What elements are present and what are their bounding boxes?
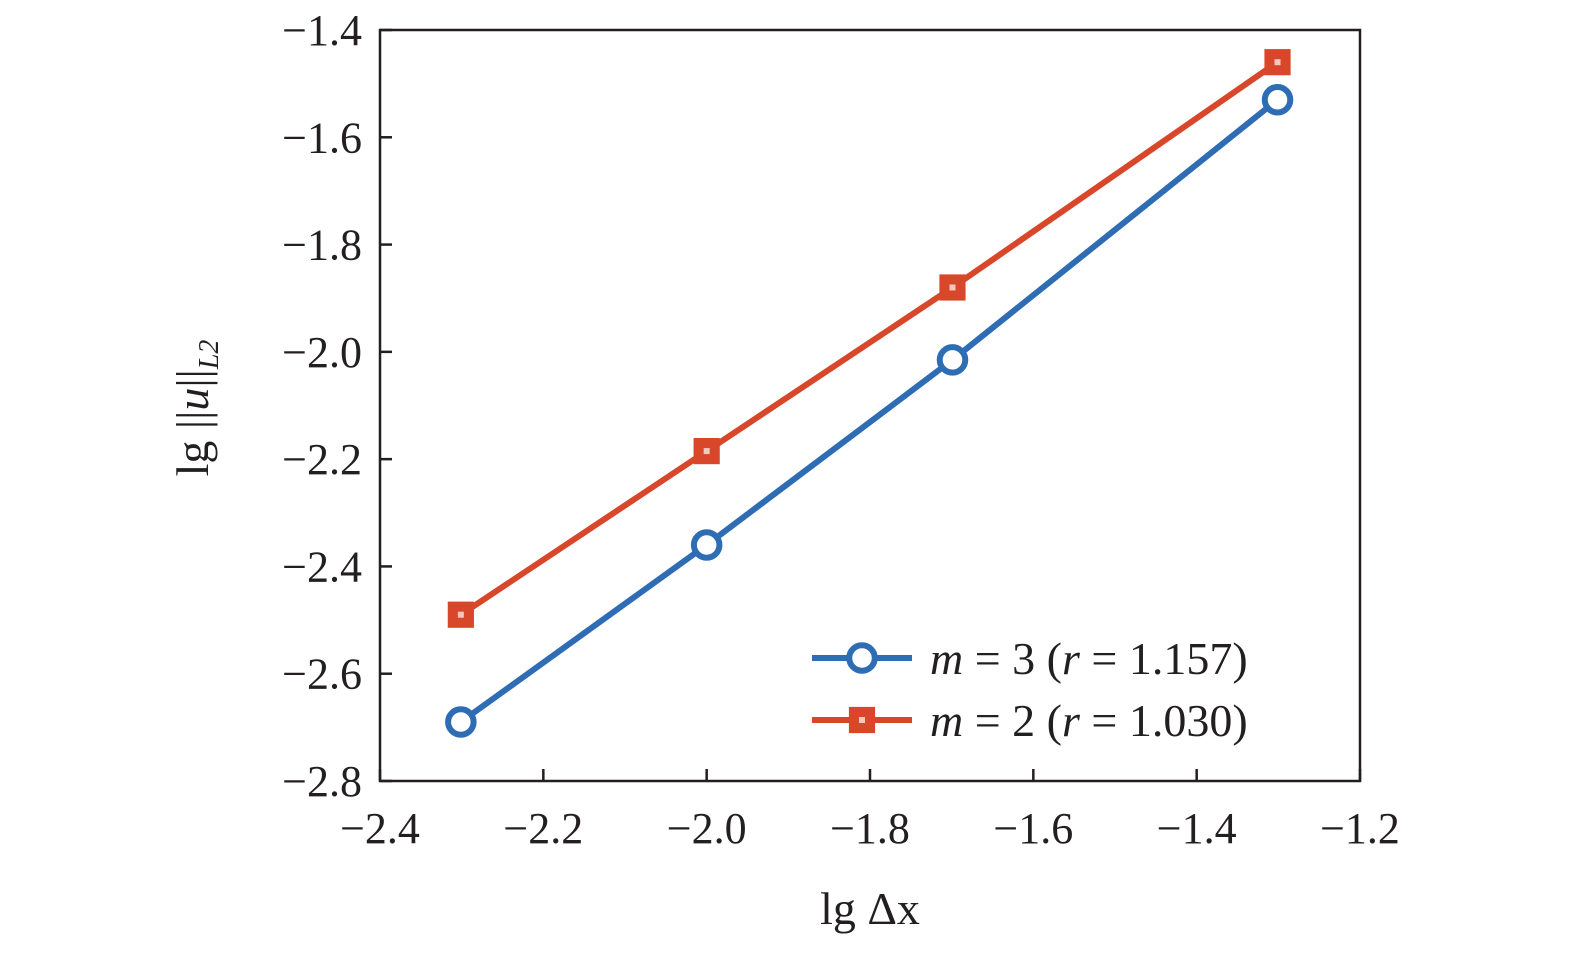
series-layer xyxy=(445,49,1294,738)
x-tick-label: −2.4 xyxy=(340,804,420,853)
legend-label: m = 3 (r = 1.157) xyxy=(930,633,1248,684)
legend-label-part: m xyxy=(930,695,963,746)
legend-label-part: r xyxy=(1062,695,1081,746)
legend-label-part: = 2 ( xyxy=(963,695,1062,746)
x-tick-label: −1.4 xyxy=(1157,804,1237,853)
series-line xyxy=(457,59,1281,618)
y-tick-label: −1.6 xyxy=(282,113,362,162)
x-tick-label: −2.0 xyxy=(667,804,747,853)
data-point-square-highlight xyxy=(457,611,464,618)
legend-item: m = 2 (r = 1.030) xyxy=(812,695,1248,746)
data-point-square-highlight xyxy=(703,448,710,455)
data-point-square-highlight xyxy=(949,284,956,291)
data-point-circle xyxy=(445,706,477,738)
legend-label-part: = 1.157) xyxy=(1080,633,1248,684)
y-axis-title-suffix: || xyxy=(167,369,218,387)
x-tick-label: −1.6 xyxy=(993,804,1073,853)
legend-item: m = 3 (r = 1.157) xyxy=(812,633,1248,684)
y-tick-label: −2.8 xyxy=(282,757,362,806)
x-tick-label: −2.2 xyxy=(503,804,583,853)
data-point-circle xyxy=(846,642,878,674)
y-axis-title-prefix: lg || xyxy=(167,411,218,477)
data-point-square-highlight xyxy=(859,717,865,723)
legend-label-part: = 3 ( xyxy=(963,633,1062,684)
y-tick-label: −2.2 xyxy=(282,435,362,484)
y-tick-label: −2.6 xyxy=(282,650,362,699)
legend-label: m = 2 (r = 1.030) xyxy=(930,695,1248,746)
y-axis-title-var: u xyxy=(167,388,218,411)
y-axis: −1.4 −1.6 −1.8 −2.0 −2.2 −2.4 −2.6 −2.8 xyxy=(282,6,392,806)
y-axis-title-sub: L2 xyxy=(194,340,225,371)
y-tick-label: −2.0 xyxy=(282,328,362,377)
x-tick-label: −1.2 xyxy=(1320,804,1400,853)
y-axis-title: lg ||u||L2 xyxy=(167,340,225,477)
x-tick-label: −1.8 xyxy=(830,804,910,853)
y-tick-label: −2.4 xyxy=(282,542,362,591)
series-1 xyxy=(445,83,1294,738)
legend-label-part: r xyxy=(1062,633,1081,684)
legend: m = 3 (r = 1.157)m = 2 (r = 1.030) xyxy=(812,633,1248,746)
data-point-circle xyxy=(690,529,723,561)
x-axis-title: lg Δx xyxy=(820,883,920,934)
data-point-square-highlight xyxy=(1274,59,1281,66)
y-tick-label: −1.8 xyxy=(282,221,362,270)
x-axis: −2.4 −2.2 −2.0 −1.8 −1.6 −1.4 −1.2 xyxy=(340,769,1400,853)
series-line xyxy=(457,96,1281,725)
legend-label-part: m xyxy=(930,633,963,684)
legend-label-part: = 1.030) xyxy=(1080,695,1248,746)
data-point-square xyxy=(939,274,966,301)
series-2 xyxy=(447,49,1291,628)
y-tick-label: −1.4 xyxy=(282,6,362,55)
data-point-circle xyxy=(1261,83,1294,116)
data-point-circle xyxy=(936,344,969,376)
